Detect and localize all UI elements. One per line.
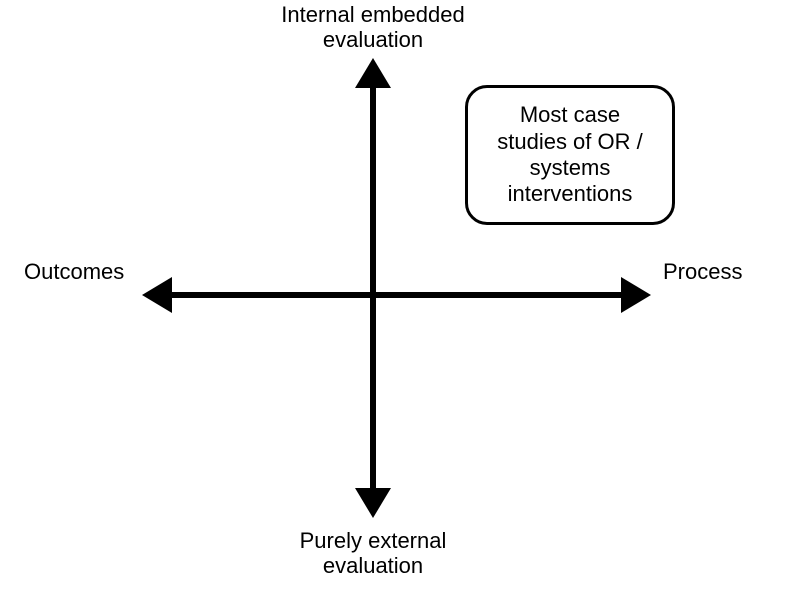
- horizontal-axis-line: [172, 292, 621, 298]
- arrowhead-down-icon: [355, 488, 391, 518]
- callout-box: Most case studies of OR / systems interv…: [465, 85, 675, 225]
- axis-label-left: Outcomes: [24, 259, 154, 284]
- arrowhead-right-icon: [621, 277, 651, 313]
- arrowhead-up-icon: [355, 58, 391, 88]
- axis-label-right: Process: [663, 259, 783, 284]
- axis-label-top: Internal embedded evaluation: [243, 2, 503, 53]
- vertical-axis-line: [370, 88, 376, 488]
- axis-label-bottom: Purely external evaluation: [263, 528, 483, 579]
- diagram-stage: Internal embedded evaluation Purely exte…: [0, 0, 800, 601]
